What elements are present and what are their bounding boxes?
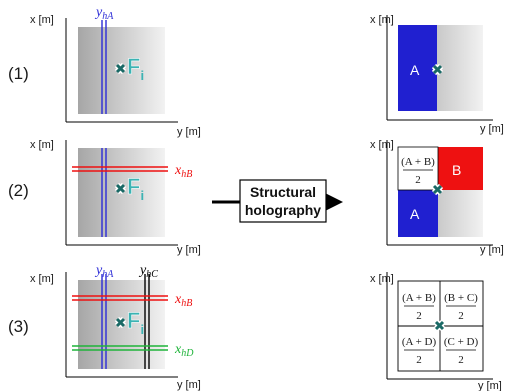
force-marker-1 bbox=[114, 62, 127, 75]
label-yhA-1: yhA bbox=[94, 5, 114, 22]
frac-AB-num-2: (A + B) bbox=[401, 156, 435, 168]
label-xhD-3: xhD bbox=[174, 342, 194, 359]
force-marker-3-right bbox=[433, 319, 446, 332]
line-yhA-2 bbox=[101, 148, 107, 237]
row-label-1: (1) bbox=[8, 64, 29, 83]
label-xhB-3: xhB bbox=[174, 292, 192, 309]
zone-AB-2 bbox=[397, 146, 439, 191]
y-axis-label-1-right: y [m] bbox=[480, 123, 504, 135]
x-axis-label-2-right: x [m] bbox=[370, 139, 394, 151]
y-axis-label-2-left: y [m] bbox=[177, 244, 201, 256]
force-marker-2-right bbox=[431, 183, 444, 196]
line-xhB-2 bbox=[72, 166, 168, 172]
row-label-2: (2) bbox=[8, 181, 29, 200]
y-axis-label-3-left: y [m] bbox=[177, 379, 201, 391]
force-marker-2 bbox=[114, 182, 127, 195]
line-xhB-3 bbox=[72, 295, 168, 301]
frac-AB-den-2: 2 bbox=[415, 174, 421, 186]
zone-B-label-2: B bbox=[452, 162, 461, 178]
line-yhA-1 bbox=[101, 20, 107, 114]
frac-AD-num-3: (A + D) bbox=[402, 336, 437, 348]
x-axis-label-1-left: x [m] bbox=[30, 14, 54, 26]
line-xhD-3 bbox=[72, 345, 168, 351]
frac-AD-den-3: 2 bbox=[416, 354, 422, 366]
label-yhA-3: yhA bbox=[94, 263, 114, 280]
process-label-line2: holography bbox=[245, 202, 321, 218]
x-axis-label-1-right: x [m] bbox=[370, 14, 394, 26]
frac-AB-num-3: (A + B) bbox=[402, 292, 436, 304]
force-label-2: Fi bbox=[127, 174, 144, 203]
x-axis-label-3-left: x [m] bbox=[30, 273, 54, 285]
force-label-3: Fi bbox=[127, 308, 144, 337]
zone-A-2 bbox=[398, 190, 438, 237]
frac-AB-den-3: 2 bbox=[416, 310, 422, 322]
force-marker-3 bbox=[114, 316, 127, 329]
process-box bbox=[239, 179, 327, 223]
line-yhA-3 bbox=[101, 274, 107, 369]
row-label-3: (3) bbox=[8, 317, 29, 336]
y-axis-label-1-left: y [m] bbox=[177, 126, 201, 138]
zone-A-label-1: A bbox=[410, 62, 420, 78]
force-marker-1-right bbox=[431, 63, 444, 76]
label-xhB-2: xhB bbox=[174, 163, 192, 180]
x-axis-label-2-left: x [m] bbox=[30, 139, 54, 151]
frac-CD-num-3: (C + D) bbox=[444, 336, 479, 348]
zone-B-2 bbox=[438, 147, 483, 190]
process-label-line1: Structural bbox=[250, 184, 316, 200]
zone-A-label-2: A bbox=[410, 206, 420, 222]
x-axis-label-3-right: x [m] bbox=[370, 273, 394, 285]
y-axis-label-3-right: y [m] bbox=[478, 380, 502, 391]
y-axis-label-2-right: y [m] bbox=[480, 244, 504, 256]
frac-BC-num-3: (B + C) bbox=[444, 292, 478, 304]
frac-CD-den-3: 2 bbox=[458, 354, 464, 366]
force-label-1: Fi bbox=[127, 54, 144, 83]
zone-A-1 bbox=[398, 25, 437, 111]
frac-BC-den-3: 2 bbox=[458, 310, 464, 322]
line-yhC-3 bbox=[144, 274, 150, 369]
label-yhC-3: yhC bbox=[138, 263, 158, 280]
